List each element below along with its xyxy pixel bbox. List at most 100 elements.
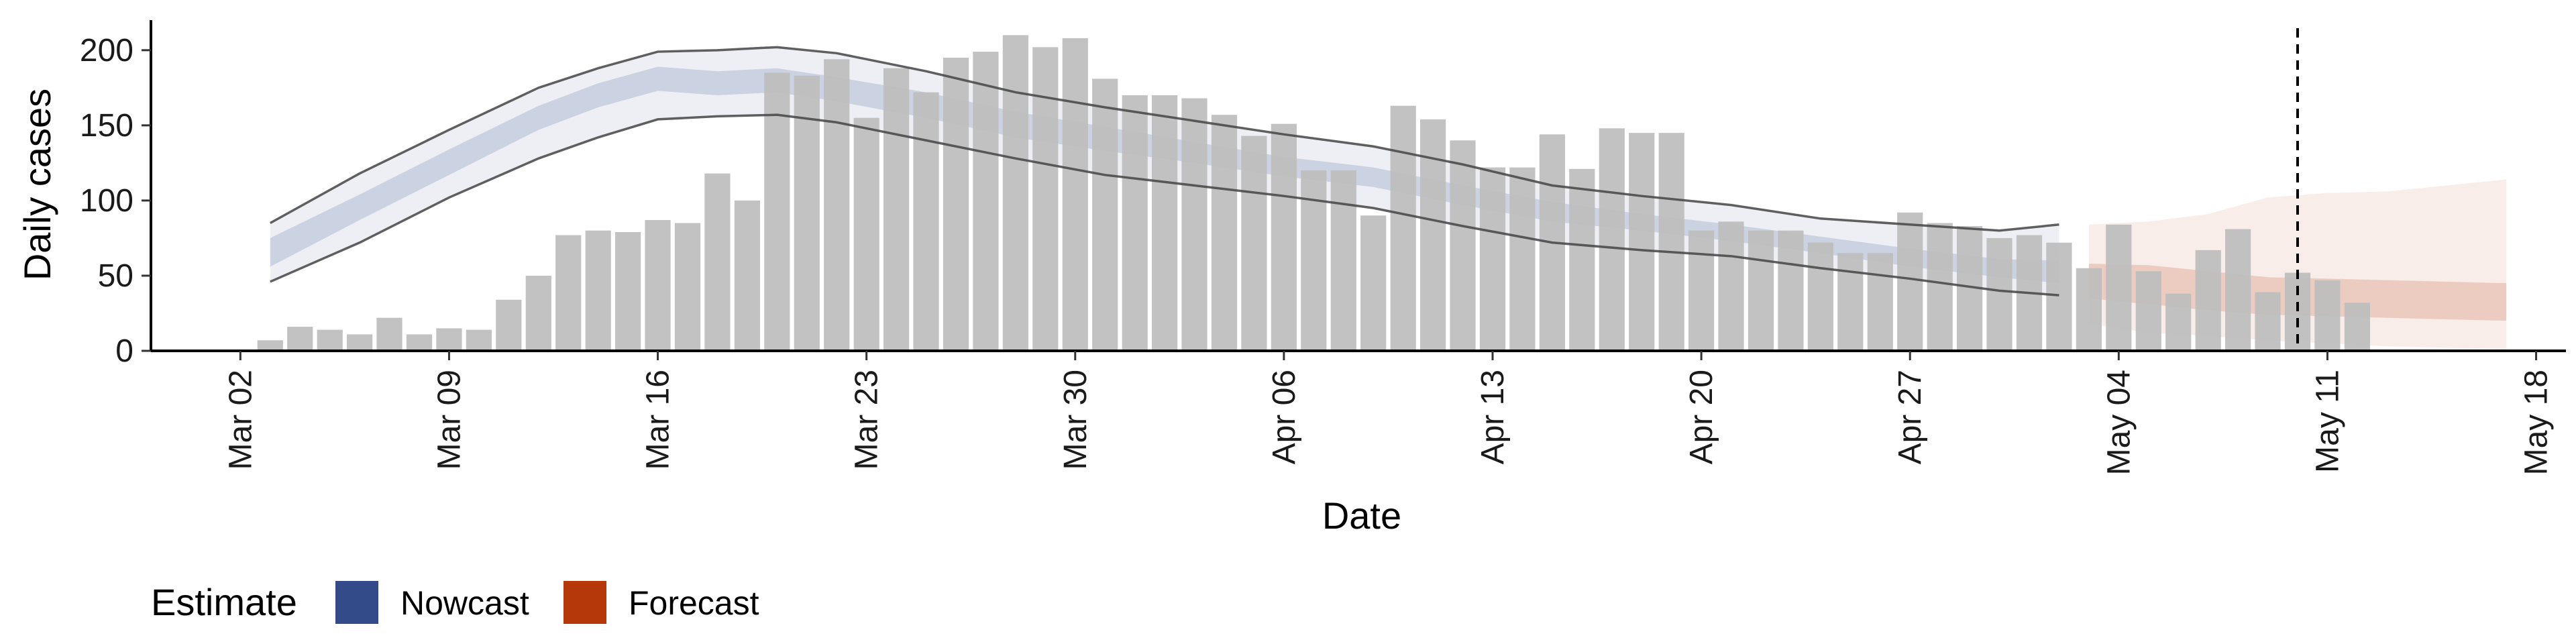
nowcast-outer-upper-line [269, 46, 2059, 232]
x-tick-label: Apr 06 [1267, 370, 1302, 464]
daily-case-bars [257, 35, 2370, 352]
nowcast-interval-lines [269, 46, 2059, 297]
daily-case-bar [1032, 47, 1059, 352]
daily-case-bar [2076, 268, 2102, 352]
daily-case-bar [466, 329, 492, 351]
y-tick-label: 100 [80, 183, 133, 219]
daily-case-bar [1718, 221, 1744, 351]
x-axis-title: Date [1322, 494, 1401, 537]
y-tick-label: 150 [80, 108, 133, 144]
daily-case-bar [1062, 38, 1088, 352]
daily-case-bar [764, 72, 790, 352]
axes: 0 50 100 150 200 Mar 02 Mar 09 Mar 16 Mar 23 Mar … [80, 20, 2566, 475]
daily-case-bar [645, 220, 671, 351]
x-tick-label: May 04 [2101, 370, 2137, 475]
daily-case-bar [1420, 119, 1446, 351]
daily-case-bar [2165, 293, 2192, 351]
daily-case-bar [2195, 250, 2221, 351]
daily-case-bar [2225, 229, 2251, 351]
daily-case-bar [1688, 230, 1715, 351]
daily-case-bar [913, 92, 939, 351]
daily-case-bar [1897, 212, 1923, 351]
daily-case-bar [406, 334, 433, 351]
daily-case-bar [1658, 133, 1684, 351]
x-tick-label: Apr 27 [1892, 370, 1928, 464]
daily-case-bar [2344, 303, 2370, 351]
daily-case-bar [1330, 170, 1356, 351]
x-tick-label: May 11 [2310, 370, 2345, 473]
daily-case-bar [1450, 140, 1476, 352]
daily-case-bar [317, 329, 343, 351]
daily-case-bar [555, 235, 582, 351]
daily-case-bar [824, 59, 850, 352]
daily-case-bar [973, 52, 999, 351]
daily-case-bar [1390, 105, 1416, 351]
daily-case-bar [1181, 98, 1208, 351]
daily-case-bar [287, 327, 313, 351]
legend-label-nowcast: Nowcast [400, 584, 529, 622]
daily-case-bar [2314, 280, 2341, 351]
daily-case-bar [1301, 170, 1327, 351]
daily-case-bar [1241, 136, 1267, 351]
daily-case-bar [496, 299, 522, 351]
x-tick-label: Apr 13 [1475, 370, 1511, 464]
daily-case-bar [704, 173, 731, 351]
daily-case-bar [1360, 215, 1387, 351]
daily-case-bar [674, 223, 701, 351]
legend: Estimate Nowcast Forecast [151, 581, 759, 624]
legend-swatch-nowcast [335, 581, 378, 624]
daily-case-bar [1599, 128, 1625, 352]
daily-case-bar [1927, 223, 1953, 351]
daily-case-bar [883, 68, 910, 351]
daily-case-bar [794, 75, 820, 352]
daily-case-bar [1807, 242, 1833, 351]
daily-case-bar [1002, 35, 1028, 352]
daily-case-bar [2046, 242, 2072, 351]
daily-case-bar [615, 232, 641, 351]
x-tick-label: Mar 02 [223, 370, 258, 470]
daily-case-bar [1986, 237, 2012, 351]
x-tick-label: Mar 30 [1058, 370, 1093, 470]
daily-case-bar [1837, 253, 1864, 351]
y-tick-label: 0 [115, 333, 133, 369]
daily-case-bar [1271, 123, 1297, 351]
x-tick-label: Apr 20 [1684, 370, 1719, 464]
x-tick-label: Mar 09 [431, 370, 467, 470]
daily-case-bar [1479, 167, 1506, 351]
daily-case-bar [585, 230, 611, 351]
daily-case-bar [436, 328, 462, 351]
y-tick-label: 50 [98, 258, 133, 294]
x-tick-label: May 18 [2519, 370, 2555, 475]
daily-case-bar [1509, 167, 1536, 351]
daily-case-bar [1748, 230, 1774, 351]
y-axis-title: Daily cases [16, 89, 58, 280]
daily-case-bar [1569, 168, 1595, 352]
legend-swatch-forecast [564, 581, 606, 624]
y-tick-label: 200 [80, 33, 133, 68]
daily-case-bar [2106, 224, 2132, 351]
nowcast-outer-lower-line [270, 113, 2059, 297]
daily-case-bar [1152, 95, 1178, 351]
daily-case-bar [1092, 78, 1118, 352]
daily-case-bar [376, 317, 402, 351]
daily-case-bar [1629, 133, 1655, 351]
legend-label-forecast: Forecast [629, 584, 759, 622]
daily-case-bar [1211, 115, 1238, 351]
daily-case-bar [2135, 271, 2161, 351]
daily-case-bar [2255, 292, 2281, 351]
daily-case-bar [347, 334, 373, 351]
daily-case-bar [734, 200, 760, 351]
x-tick-label: Mar 16 [641, 370, 676, 470]
daily-case-bar [853, 117, 879, 351]
daily-case-bar [1778, 230, 1804, 351]
legend-title: Estimate [151, 581, 297, 623]
daily-case-bar [1867, 253, 1893, 351]
daily-case-bar [525, 276, 551, 351]
daily-case-bar [943, 58, 969, 351]
daily-case-bar [1122, 95, 1148, 351]
x-tick-label: Mar 23 [849, 370, 885, 470]
daily-case-bar [257, 340, 283, 351]
forecast-outer-band [2088, 179, 2507, 350]
